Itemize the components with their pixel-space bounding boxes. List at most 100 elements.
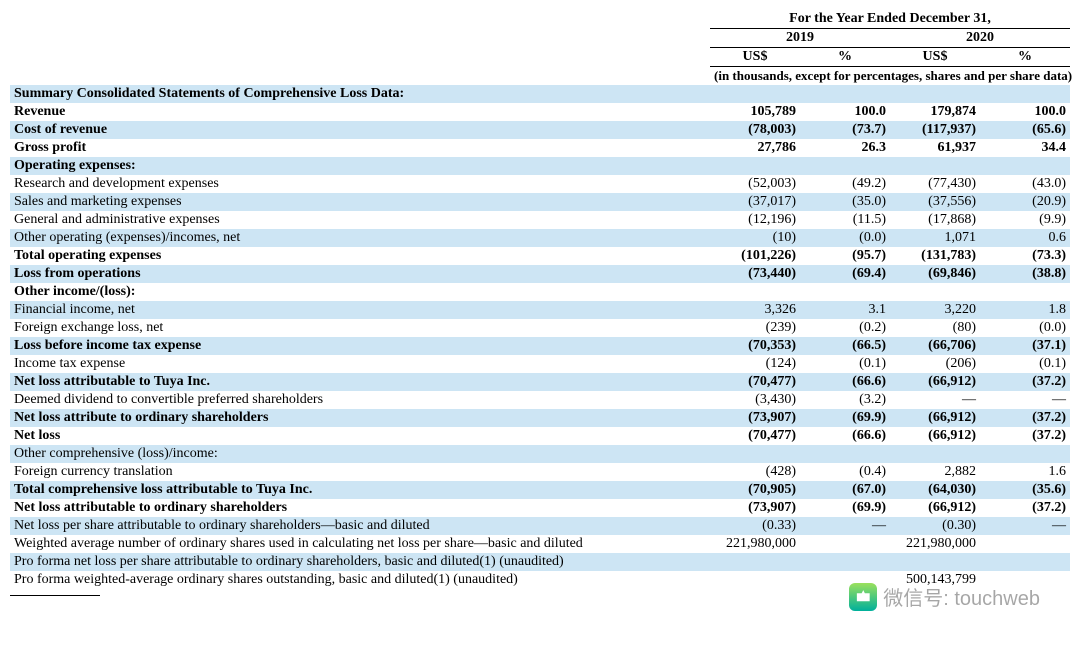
cell-value: 100.0 xyxy=(800,103,890,121)
watermark: 微信号: touchweb xyxy=(849,582,1040,611)
cell-value: (131,783) xyxy=(890,247,980,265)
cell-value: (49.2) xyxy=(800,175,890,193)
cell-value: — xyxy=(890,391,980,409)
row-label: Loss from operations xyxy=(10,265,710,283)
cell-value: (0.0) xyxy=(800,229,890,247)
cell-value: 221,980,000 xyxy=(890,535,980,553)
cell-value: (73,907) xyxy=(710,499,800,517)
cell-value: 1.6 xyxy=(980,463,1070,481)
cell-value: (43.0) xyxy=(980,175,1070,193)
table-row: Net loss attribute to ordinary sharehold… xyxy=(10,409,1070,427)
cell-value: 2,882 xyxy=(890,463,980,481)
table-row: Net loss attributable to Tuya Inc.(70,47… xyxy=(10,373,1070,391)
row-label: Net loss attribute to ordinary sharehold… xyxy=(10,409,710,427)
table-row: Revenue105,789100.0179,874100.0 xyxy=(10,103,1070,121)
cell-value: (66.6) xyxy=(800,373,890,391)
row-label: Summary Consolidated Statements of Compr… xyxy=(10,85,710,103)
cell-value: (67.0) xyxy=(800,481,890,499)
cell-value: (239) xyxy=(710,319,800,337)
cell-value xyxy=(710,85,800,103)
row-label: Cost of revenue xyxy=(10,121,710,139)
cell-value: (66,912) xyxy=(890,427,980,445)
cell-value: (124) xyxy=(710,355,800,373)
cell-value xyxy=(980,553,1070,571)
cell-value: 3,326 xyxy=(710,301,800,319)
table-row: Net loss per share attributable to ordin… xyxy=(10,517,1070,535)
cell-value: (20.9) xyxy=(980,193,1070,211)
cell-value: (101,226) xyxy=(710,247,800,265)
cell-value: (3,430) xyxy=(710,391,800,409)
cell-value: (70,905) xyxy=(710,481,800,499)
subcol-header: % xyxy=(800,48,890,67)
cell-value: (206) xyxy=(890,355,980,373)
cell-value: (65.6) xyxy=(980,121,1070,139)
cell-value: (73,440) xyxy=(710,265,800,283)
cell-value: — xyxy=(980,517,1070,535)
table-row: Sales and marketing expenses(37,017)(35.… xyxy=(10,193,1070,211)
cell-value: (70,477) xyxy=(710,427,800,445)
cell-value: (73,907) xyxy=(710,409,800,427)
cell-value: (66.5) xyxy=(800,337,890,355)
row-label: Other comprehensive (loss)/income: xyxy=(10,445,710,463)
cell-value: (10) xyxy=(710,229,800,247)
cell-value xyxy=(800,283,890,301)
cell-value: 1,071 xyxy=(890,229,980,247)
cell-value: 105,789 xyxy=(710,103,800,121)
cell-value: (95.7) xyxy=(800,247,890,265)
cell-value: (0.33) xyxy=(710,517,800,535)
cell-value: (73.3) xyxy=(980,247,1070,265)
units-note: (in thousands, except for percentages, s… xyxy=(710,67,1070,86)
cell-value: (69,846) xyxy=(890,265,980,283)
table-row: Pro forma net loss per share attributabl… xyxy=(10,553,1070,571)
row-label: Weighted average number of ordinary shar… xyxy=(10,535,710,553)
row-label: Revenue xyxy=(10,103,710,121)
row-label: Other income/(loss): xyxy=(10,283,710,301)
cell-value: 3.1 xyxy=(800,301,890,319)
cell-value: (37.2) xyxy=(980,499,1070,517)
cell-value: (69.4) xyxy=(800,265,890,283)
cell-value: 26.3 xyxy=(800,139,890,157)
footnote-rule xyxy=(10,595,100,596)
cell-value: (0.0) xyxy=(980,319,1070,337)
cell-value: (70,353) xyxy=(710,337,800,355)
table-row: Total comprehensive loss attributable to… xyxy=(10,481,1070,499)
cell-value xyxy=(710,157,800,175)
cell-value: 179,874 xyxy=(890,103,980,121)
cell-value xyxy=(890,445,980,463)
table-header: For the Year Ended December 31, 2019 202… xyxy=(10,10,1070,85)
period-header: For the Year Ended December 31, xyxy=(710,10,1070,29)
cell-value: 27,786 xyxy=(710,139,800,157)
cell-value xyxy=(710,571,800,589)
row-label: Loss before income tax expense xyxy=(10,337,710,355)
table-row: Other comprehensive (loss)/income: xyxy=(10,445,1070,463)
row-label: Foreign currency translation xyxy=(10,463,710,481)
cell-value: (77,430) xyxy=(890,175,980,193)
subcol-header: US$ xyxy=(710,48,800,67)
cell-value: (0.30) xyxy=(890,517,980,535)
cell-value xyxy=(800,157,890,175)
table-row: Summary Consolidated Statements of Compr… xyxy=(10,85,1070,103)
row-label: General and administrative expenses xyxy=(10,211,710,229)
table-row: Financial income, net3,3263.13,2201.8 xyxy=(10,301,1070,319)
table-row: Other operating (expenses)/incomes, net(… xyxy=(10,229,1070,247)
year-header-2020: 2020 xyxy=(890,29,1070,48)
cell-value: (3.2) xyxy=(800,391,890,409)
cell-value: (37.2) xyxy=(980,409,1070,427)
cell-value xyxy=(710,553,800,571)
cell-value xyxy=(800,553,890,571)
cell-value: (35.6) xyxy=(980,481,1070,499)
cell-value: (17,868) xyxy=(890,211,980,229)
cell-value: (66.6) xyxy=(800,427,890,445)
table-row: Foreign currency translation(428)(0.4)2,… xyxy=(10,463,1070,481)
table-row: Research and development expenses(52,003… xyxy=(10,175,1070,193)
cell-value: (69.9) xyxy=(800,499,890,517)
cell-value: (73.7) xyxy=(800,121,890,139)
cell-value xyxy=(980,157,1070,175)
cell-value: (70,477) xyxy=(710,373,800,391)
row-label: Net loss per share attributable to ordin… xyxy=(10,517,710,535)
table-row: Cost of revenue(78,003)(73.7)(117,937)(6… xyxy=(10,121,1070,139)
cell-value xyxy=(890,283,980,301)
table-row: Net loss(70,477)(66.6)(66,912)(37.2) xyxy=(10,427,1070,445)
row-label: Foreign exchange loss, net xyxy=(10,319,710,337)
cell-value: (66,912) xyxy=(890,499,980,517)
